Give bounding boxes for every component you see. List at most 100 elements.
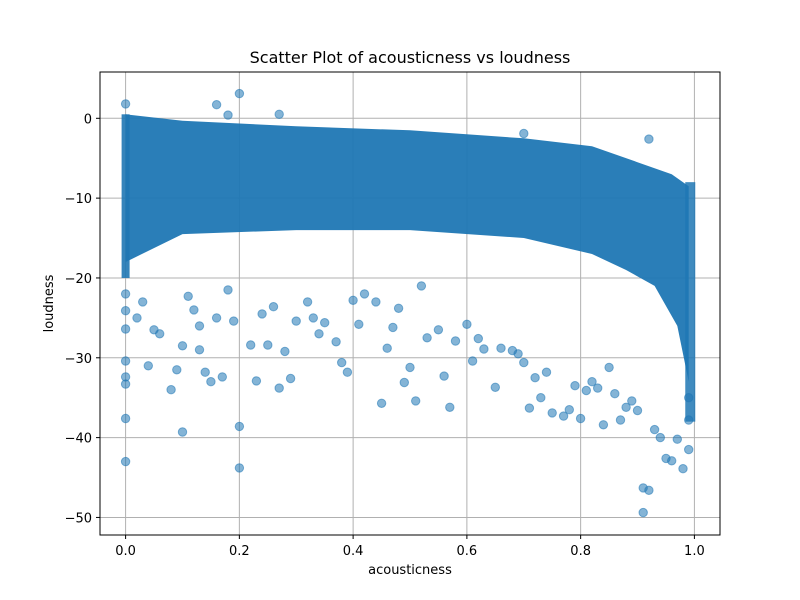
data-point	[246, 340, 256, 350]
data-point	[388, 322, 398, 333]
data-point	[411, 396, 421, 406]
data-point	[678, 464, 688, 474]
data-point	[684, 415, 694, 425]
x-tick-label: 1.0	[684, 544, 705, 559]
y-tick-label: −50	[65, 511, 92, 526]
data-point	[667, 456, 677, 466]
data-point	[604, 362, 614, 373]
data-point	[638, 507, 648, 518]
data-point	[644, 134, 654, 144]
data-point	[519, 357, 529, 368]
data-point	[393, 303, 404, 313]
data-point	[234, 463, 245, 473]
data-point	[211, 313, 222, 323]
data-point	[234, 88, 245, 99]
data-point	[354, 319, 364, 329]
data-point	[479, 344, 489, 354]
data-point	[450, 336, 461, 346]
data-point	[439, 371, 449, 381]
data-point	[143, 361, 154, 371]
data-points	[120, 88, 694, 518]
x-tick-label: 0.2	[229, 544, 250, 559]
data-point	[274, 383, 284, 393]
data-point	[302, 297, 313, 307]
data-point	[524, 403, 535, 413]
x-tick-label: 0.4	[343, 544, 364, 559]
data-point	[331, 337, 341, 347]
data-point	[337, 357, 347, 368]
data-point	[138, 297, 148, 307]
data-point	[564, 405, 574, 415]
data-point	[536, 393, 546, 403]
data-point	[177, 427, 188, 437]
data-point	[120, 356, 131, 366]
data-point	[422, 333, 432, 343]
data-point	[490, 382, 500, 392]
data-point	[234, 421, 245, 432]
data-point	[621, 402, 631, 412]
data-point	[541, 367, 552, 377]
data-point	[217, 372, 228, 382]
data-point	[189, 305, 199, 315]
data-point	[649, 424, 660, 435]
data-point	[274, 109, 284, 120]
data-point	[371, 297, 381, 307]
data-point	[229, 316, 239, 326]
dense-point-cloud	[121, 114, 696, 422]
x-axis-label: acousticness	[368, 563, 452, 578]
plot-frame	[99, 71, 721, 536]
data-point	[655, 432, 665, 443]
data-point	[598, 420, 609, 430]
data-point	[120, 306, 131, 316]
data-point	[644, 485, 654, 495]
data-point	[308, 313, 318, 323]
data-point	[320, 318, 330, 328]
x-tick-label: 0.0	[115, 544, 136, 559]
data-point	[405, 362, 415, 373]
data-point	[615, 415, 626, 425]
data-point	[268, 302, 279, 312]
data-point	[120, 372, 131, 382]
data-point	[223, 110, 233, 120]
x-tick-label: 0.6	[457, 544, 478, 559]
data-point	[132, 313, 142, 323]
y-tick-label: −30	[65, 352, 92, 367]
data-point	[257, 309, 267, 319]
data-point	[445, 402, 455, 412]
dense-right-column	[685, 182, 696, 422]
data-point	[376, 398, 387, 408]
dense-band	[125, 114, 689, 382]
y-axis-ticks: 0 −10 −20 −30 −40 −50	[65, 112, 100, 526]
data-point	[684, 393, 694, 403]
data-point	[285, 373, 296, 384]
data-point	[558, 411, 569, 421]
data-point	[359, 289, 370, 299]
data-point	[120, 324, 131, 334]
data-point	[120, 99, 131, 109]
data-point	[684, 444, 694, 455]
y-tick-label: −40	[65, 432, 92, 447]
data-point	[291, 316, 301, 326]
data-point	[433, 325, 444, 335]
data-point	[496, 343, 506, 353]
data-point	[467, 356, 478, 366]
data-point	[200, 367, 210, 377]
data-point	[251, 376, 262, 386]
data-point	[342, 367, 353, 377]
data-point	[399, 377, 409, 388]
data-point	[382, 343, 392, 353]
y-axis-label: loudness	[42, 274, 57, 332]
data-point	[223, 285, 233, 295]
data-point	[462, 319, 472, 329]
data-point	[581, 385, 591, 396]
data-point	[172, 365, 182, 375]
x-tick-label: 0.8	[570, 544, 591, 559]
data-point	[473, 333, 483, 344]
y-tick-label: −10	[65, 192, 92, 207]
data-point	[280, 346, 290, 357]
chart-title: Scatter Plot of acousticness vs loudness	[250, 48, 571, 67]
data-point	[120, 289, 131, 299]
data-point	[575, 413, 586, 424]
data-point	[194, 345, 205, 355]
